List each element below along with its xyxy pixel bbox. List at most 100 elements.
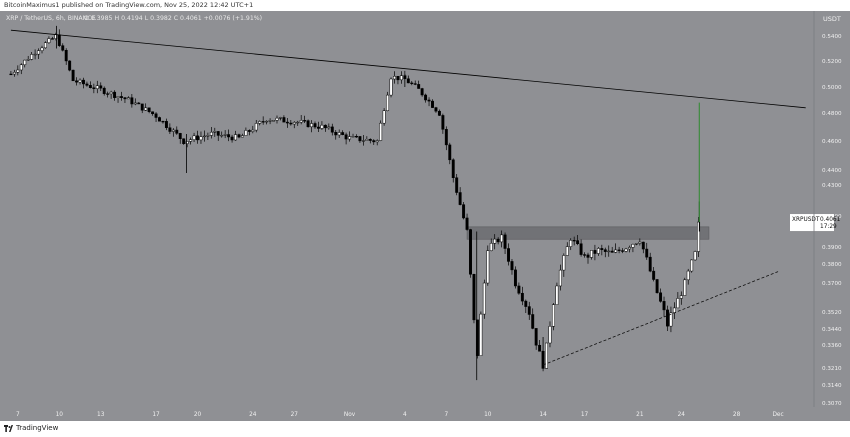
brand: TradingView xyxy=(4,424,58,432)
down-candle xyxy=(621,250,625,252)
up-candle xyxy=(482,282,486,315)
down-candle xyxy=(610,250,614,253)
down-candle xyxy=(330,126,334,133)
down-candle xyxy=(437,110,441,116)
down-candle xyxy=(617,249,621,251)
down-candle xyxy=(102,87,106,94)
plot-background xyxy=(0,11,814,407)
up-candle xyxy=(254,123,258,131)
time-tick-label: 28 xyxy=(733,412,741,418)
up-candle xyxy=(126,97,130,100)
down-candle xyxy=(458,192,462,205)
down-candle xyxy=(341,132,345,135)
down-candle xyxy=(120,96,123,98)
down-candle xyxy=(455,177,459,193)
up-candle xyxy=(569,240,573,247)
ascending-support-line xyxy=(542,271,779,366)
down-candle xyxy=(513,269,517,287)
down-candle xyxy=(520,292,524,302)
down-candle xyxy=(237,134,241,138)
up-candle xyxy=(199,136,203,141)
up-candle xyxy=(690,259,694,272)
up-candle xyxy=(26,59,30,61)
up-candle xyxy=(185,141,189,144)
up-candle xyxy=(275,117,279,121)
price-tick-label: 0.3140 xyxy=(822,383,842,389)
up-candle xyxy=(202,135,206,138)
down-candle xyxy=(372,140,376,143)
time-tick-label: 10 xyxy=(484,412,492,418)
time-tick-label: 27 xyxy=(291,412,299,418)
price-tag-box xyxy=(790,214,834,232)
down-candle xyxy=(282,117,286,123)
up-candle xyxy=(337,132,341,136)
time-tick-label: 7 xyxy=(444,412,448,418)
up-candle xyxy=(213,131,217,133)
down-candle xyxy=(517,285,521,294)
down-candle xyxy=(123,97,127,100)
down-candle xyxy=(652,270,656,280)
up-candle xyxy=(628,247,631,250)
up-candle xyxy=(399,75,403,81)
resistance-zone xyxy=(466,226,710,240)
ohlc-readout: O 0.3985 H 0.4194 L 0.3982 C 0.4061 +0.0… xyxy=(84,15,262,22)
down-candle xyxy=(451,159,455,178)
up-candle xyxy=(548,326,552,344)
down-candle xyxy=(154,113,158,118)
time-tick-label: 4 xyxy=(403,412,407,418)
up-candle xyxy=(375,140,379,143)
up-candle xyxy=(361,140,365,142)
down-candle xyxy=(659,292,663,302)
up-candle xyxy=(558,269,562,287)
up-candle xyxy=(634,243,638,245)
down-candle xyxy=(496,238,500,243)
down-candle xyxy=(168,127,172,132)
up-candle xyxy=(565,246,569,256)
up-candle xyxy=(244,130,248,136)
down-candle xyxy=(417,84,421,89)
down-candle xyxy=(641,241,645,250)
up-candle xyxy=(109,91,113,95)
down-candle xyxy=(247,130,251,132)
up-candle xyxy=(607,250,611,253)
down-candle xyxy=(82,79,85,85)
down-candle xyxy=(88,85,92,88)
up-candle xyxy=(272,120,275,122)
down-candle xyxy=(431,100,434,108)
up-candle xyxy=(37,50,41,55)
time-tick-label: 13 xyxy=(97,412,105,418)
up-candle xyxy=(697,221,701,252)
up-candle xyxy=(683,279,687,296)
up-candle xyxy=(47,38,51,43)
down-candle xyxy=(158,117,161,122)
down-candle xyxy=(655,279,659,294)
up-candle xyxy=(265,120,269,123)
up-candle xyxy=(40,47,44,51)
up-candle xyxy=(351,136,355,138)
time-tick-label: 7 xyxy=(16,412,20,418)
price-tick-label: 0.4800 xyxy=(822,111,842,117)
price-tag: XRPUSDT 0.4061 17:29 xyxy=(790,214,841,232)
up-candle xyxy=(500,234,504,243)
down-candle xyxy=(137,102,141,105)
down-candle xyxy=(531,314,535,329)
price-tick-label: 0.5400 xyxy=(822,34,842,40)
up-candle xyxy=(486,250,490,284)
down-candle xyxy=(645,248,649,258)
down-candle xyxy=(164,121,168,128)
up-candle xyxy=(669,312,673,327)
price-tick-label: 0.3360 xyxy=(822,343,842,349)
down-candle xyxy=(524,300,528,307)
down-candle xyxy=(75,80,79,83)
down-candle xyxy=(510,261,514,271)
down-candle xyxy=(358,136,362,142)
up-candle xyxy=(220,134,224,137)
up-candle xyxy=(95,85,99,89)
down-candle xyxy=(444,129,448,146)
time-tick-label: 21 xyxy=(636,412,644,418)
down-candle xyxy=(593,250,597,254)
time-tick-label: Nov xyxy=(344,412,356,418)
up-candle xyxy=(545,342,548,369)
up-candle xyxy=(327,126,331,129)
up-candle xyxy=(251,129,255,132)
